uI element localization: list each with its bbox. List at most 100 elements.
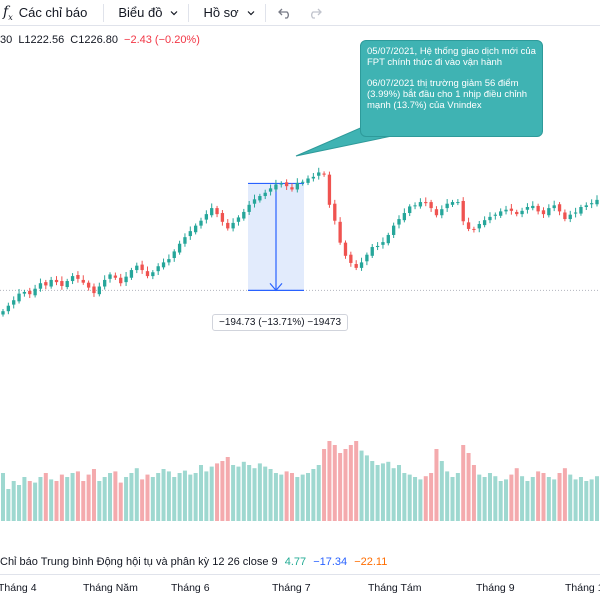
volume-bar bbox=[257, 463, 262, 521]
volume-bar bbox=[322, 449, 327, 521]
redo-icon bbox=[310, 8, 322, 19]
candle-body bbox=[204, 214, 209, 220]
indicators-button[interactable]: fx Các chỉ báo bbox=[0, 0, 93, 26]
volume-bar bbox=[236, 466, 241, 521]
candle-body bbox=[113, 275, 118, 278]
candle-body bbox=[573, 212, 578, 214]
chevron-down-icon bbox=[171, 10, 178, 15]
undo-button[interactable] bbox=[266, 0, 298, 26]
volume-bar bbox=[413, 477, 418, 521]
toolbar-divider bbox=[103, 3, 105, 22]
candle-body bbox=[375, 245, 380, 248]
volume-bar bbox=[91, 469, 96, 521]
volume-bar bbox=[33, 482, 38, 521]
volume-bar bbox=[43, 473, 48, 521]
volume-bar bbox=[311, 469, 316, 521]
candle-body bbox=[520, 210, 524, 215]
annotation-line-2: 06/07/2021 thị trường giảm 56 điểm (3.99… bbox=[367, 78, 528, 111]
volume-bar bbox=[530, 477, 535, 521]
volume-bar bbox=[252, 468, 257, 521]
candle-body bbox=[38, 283, 43, 289]
candle-body bbox=[397, 219, 401, 225]
volume-bar bbox=[423, 476, 428, 521]
candle-body bbox=[188, 231, 192, 237]
candle-body bbox=[124, 276, 128, 283]
candle-body bbox=[515, 211, 519, 215]
volume-bar bbox=[450, 477, 455, 521]
candle-body bbox=[81, 279, 85, 283]
candle-body bbox=[493, 214, 497, 216]
volume-bar bbox=[70, 473, 75, 521]
volume-bar bbox=[439, 461, 444, 521]
candle-body bbox=[327, 174, 332, 205]
candle-body bbox=[349, 254, 353, 263]
candle-body bbox=[525, 207, 530, 210]
candle-body bbox=[440, 209, 444, 216]
ohlc-readout: 30 L1222.56 C1226.80 −2.43 (−0.20%) bbox=[0, 34, 200, 46]
volume-bar bbox=[263, 466, 268, 521]
volume-bar bbox=[477, 474, 482, 521]
chart-menu-label: Biểu đồ bbox=[118, 5, 163, 20]
candle-body bbox=[119, 277, 123, 284]
chart-menu-button[interactable]: Biểu đồ bbox=[104, 0, 184, 26]
time-axis[interactable]: Tháng 4 Tháng Năm Tháng 6 Tháng 7 Tháng … bbox=[0, 574, 600, 600]
candle-body bbox=[86, 282, 91, 288]
volume-bar bbox=[166, 471, 171, 521]
candle-body bbox=[338, 221, 342, 243]
candle-body bbox=[242, 211, 246, 219]
ohlc-low: L1222.56 bbox=[18, 34, 65, 46]
volume-bar bbox=[198, 465, 204, 521]
time-tick: Tháng 7 bbox=[272, 582, 311, 594]
candle-body bbox=[135, 265, 139, 271]
volume-bar bbox=[22, 477, 27, 521]
candle-body bbox=[552, 205, 556, 209]
volume-bar bbox=[182, 470, 187, 521]
volume-bar bbox=[466, 453, 471, 521]
volume-bar bbox=[97, 481, 102, 521]
volume-bar bbox=[359, 450, 364, 521]
volume-bar bbox=[268, 469, 273, 521]
volume-bar bbox=[343, 449, 348, 521]
volume-bar bbox=[562, 468, 567, 521]
candle-body bbox=[488, 216, 492, 221]
volume-bar bbox=[156, 473, 161, 521]
candle-body bbox=[145, 271, 150, 277]
price-chart[interactable] bbox=[0, 26, 600, 556]
volume-bar bbox=[316, 465, 321, 521]
volume-bar bbox=[102, 477, 107, 521]
candle-body bbox=[418, 202, 423, 207]
candle-body bbox=[33, 288, 37, 296]
macd-value-3: −22.11 bbox=[354, 556, 388, 568]
volume-bar bbox=[332, 445, 337, 521]
volume-bar bbox=[27, 481, 32, 521]
candle-body bbox=[434, 209, 439, 216]
volume-bar bbox=[525, 481, 530, 521]
profile-menu-button[interactable]: Hồ sơ bbox=[189, 0, 260, 26]
volume-bar bbox=[354, 441, 359, 521]
volume-bar bbox=[338, 453, 343, 521]
candle-body bbox=[370, 247, 374, 256]
candle-body bbox=[306, 178, 310, 183]
volume-bar bbox=[455, 473, 460, 521]
candle-body bbox=[541, 210, 546, 215]
annotation-callout[interactable]: 05/07/2021, Hệ thống giao dịch mới của F… bbox=[360, 40, 543, 137]
volume-bar bbox=[124, 477, 129, 521]
candle-body bbox=[429, 202, 433, 209]
volume-bar bbox=[247, 465, 252, 521]
candle-body bbox=[97, 286, 101, 295]
volume-bar bbox=[38, 477, 43, 521]
candle-body bbox=[44, 282, 48, 286]
toolbar-divider bbox=[264, 3, 266, 22]
volume-bar bbox=[578, 477, 583, 521]
candle-body bbox=[247, 204, 251, 212]
candle-body bbox=[236, 217, 241, 222]
candle-body bbox=[472, 228, 476, 230]
macd-params: 12 26 close 9 bbox=[212, 556, 278, 568]
volume-bar bbox=[81, 481, 86, 521]
macd-value-2: −17.34 bbox=[313, 556, 348, 568]
volume-bar bbox=[520, 476, 525, 521]
volume-bar bbox=[348, 445, 353, 521]
redo-button[interactable] bbox=[298, 0, 328, 26]
candle-body bbox=[76, 275, 80, 279]
volume-bar bbox=[370, 461, 375, 521]
